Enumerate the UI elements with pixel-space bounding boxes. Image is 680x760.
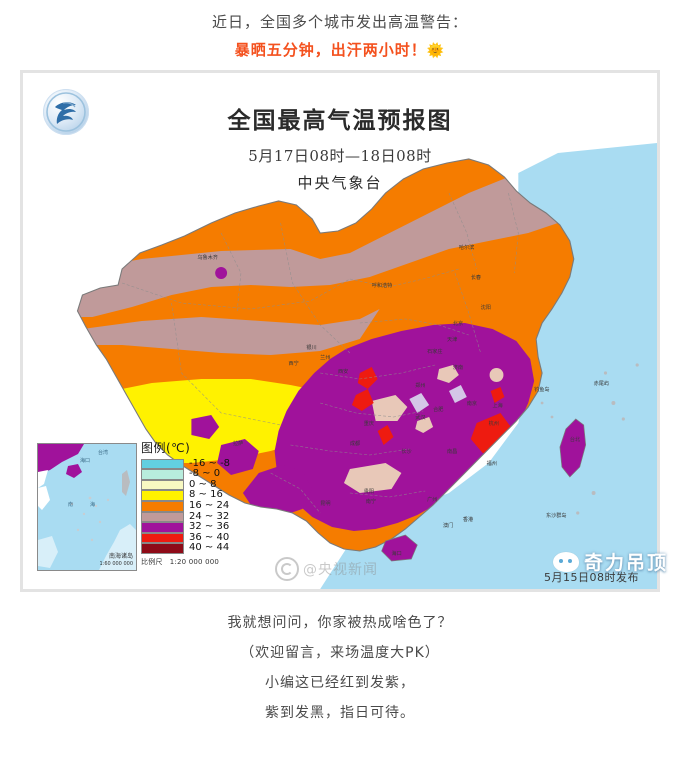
svg-text:拉萨: 拉萨 bbox=[233, 439, 243, 447]
header-line-2-text: 暴晒五分钟，出汗两小时！ bbox=[234, 41, 427, 59]
svg-text:台北: 台北 bbox=[570, 435, 581, 443]
legend-label: 8 ~ 16 bbox=[189, 489, 223, 501]
svg-text:福州: 福州 bbox=[487, 459, 497, 467]
legend-row: 16 ~ 24 bbox=[141, 500, 230, 512]
svg-text:海口: 海口 bbox=[392, 549, 402, 557]
svg-text:东沙群岛: 东沙群岛 bbox=[546, 511, 567, 519]
svg-text:长春: 长春 bbox=[471, 273, 481, 281]
sun-icon: 🌞 bbox=[426, 43, 446, 59]
legend-label: 32 ~ 36 bbox=[189, 521, 230, 533]
legend-row: -16 ~ -8 bbox=[141, 457, 231, 470]
legend-swatch bbox=[141, 469, 184, 480]
legend-swatch bbox=[141, 458, 184, 470]
svg-text:海口: 海口 bbox=[80, 457, 90, 464]
footer-line: 小编这已经红到发紫， bbox=[265, 675, 415, 691]
inset-map-label: 南海诸岛 bbox=[108, 553, 133, 560]
svg-text:郑州: 郑州 bbox=[415, 381, 425, 389]
svg-text:贵阳: 贵阳 bbox=[364, 487, 374, 495]
map-publish-date: 5月15日08时发布 bbox=[544, 571, 639, 584]
legend-label: -8 ~ 0 bbox=[189, 468, 221, 480]
legend-row: 32 ~ 36 bbox=[141, 522, 230, 533]
legend-row: 40 ~ 44 bbox=[141, 543, 230, 554]
legend-rows: -16 ~ -8 -8 ~ 0 0 ~ 8 8 ~ 16 16 ~ 24 24 … bbox=[141, 457, 231, 554]
legend-label: 36 ~ 40 bbox=[189, 531, 230, 543]
svg-text:海: 海 bbox=[90, 501, 95, 508]
footer-caption: 我就想问问，你家被热成啥色了？ （欢迎留言，来场温度大PK） 小编这已经红到发紫… bbox=[0, 608, 680, 728]
header-line-2: 暴晒五分钟，出汗两小时！🌞 bbox=[0, 37, 680, 64]
svg-text:西宁: 西宁 bbox=[288, 359, 298, 367]
svg-text:南昌: 南昌 bbox=[447, 447, 457, 455]
svg-text:澳门: 澳门 bbox=[443, 521, 453, 529]
svg-text:银川: 银川 bbox=[306, 343, 316, 351]
brand-watermark: 奇力吊顶 bbox=[553, 548, 668, 575]
legend-scale: 比例尺 1:20 000 000 bbox=[141, 558, 220, 566]
south-china-sea-inset-map[interactable]: 海口 台湾 南 海 南海诸岛 1:60 000 000 bbox=[37, 443, 137, 571]
legend-label: 24 ~ 32 bbox=[189, 510, 230, 522]
legend-swatch bbox=[141, 490, 184, 502]
legend-swatch bbox=[141, 501, 184, 512]
svg-text:重庆: 重庆 bbox=[364, 419, 374, 427]
legend-label: 40 ~ 44 bbox=[189, 542, 230, 554]
svg-text:济南: 济南 bbox=[453, 363, 463, 371]
svg-text:广州: 广州 bbox=[427, 495, 437, 503]
svg-text:昆明: 昆明 bbox=[320, 500, 330, 507]
svg-text:天津: 天津 bbox=[447, 336, 457, 343]
weibo-logo-icon bbox=[275, 557, 299, 581]
cma-dragon-logo bbox=[43, 89, 89, 135]
legend-swatch bbox=[141, 522, 184, 533]
legend-row: 0 ~ 8 bbox=[141, 478, 230, 491]
footer-line: （欢迎留言，来场温度大PK） bbox=[240, 645, 440, 661]
svg-text:沈阳: 沈阳 bbox=[481, 303, 491, 311]
svg-text:南京: 南京 bbox=[467, 399, 477, 407]
svg-text:合肥: 合肥 bbox=[433, 405, 443, 413]
svg-text:兰州: 兰州 bbox=[320, 353, 330, 361]
legend-label: 16 ~ 24 bbox=[189, 500, 230, 512]
svg-text:北京: 北京 bbox=[453, 319, 463, 327]
weibo-watermark: @央视新闻 bbox=[275, 557, 378, 581]
legend: 图例(℃) -16 ~ -8 -8 ~ 0 0 ~ 8 8 ~ 16 16 ~ … bbox=[141, 439, 230, 567]
svg-text:乌鲁木齐: 乌鲁木齐 bbox=[197, 253, 218, 261]
brand-watermark-text: 奇力吊顶 bbox=[584, 552, 669, 574]
temperature-forecast-map[interactable]: 乌鲁木齐 拉萨 西安 呼和浩特 哈尔滨 长春 沈阳 北京 天津 石家庄 济南 郑… bbox=[20, 70, 660, 592]
svg-text:香港: 香港 bbox=[463, 515, 474, 523]
legend-label: -16 ~ -8 bbox=[189, 457, 231, 469]
svg-text:石家庄: 石家庄 bbox=[427, 347, 442, 355]
legend-swatch bbox=[141, 543, 184, 554]
svg-text:南宁: 南宁 bbox=[366, 497, 376, 505]
svg-text:长沙: 长沙 bbox=[401, 447, 411, 455]
legend-title: 图例(℃) bbox=[141, 440, 191, 455]
svg-text:南: 南 bbox=[68, 501, 73, 508]
chat-bubble-icon bbox=[553, 551, 579, 572]
legend-row: 8 ~ 16 bbox=[141, 489, 230, 502]
footer-line: 我就想问问，你家被热成啥色了？ bbox=[227, 615, 453, 631]
legend-row: 36 ~ 40 bbox=[141, 531, 230, 544]
svg-text:台湾: 台湾 bbox=[98, 449, 108, 456]
legend-label: 0 ~ 8 bbox=[189, 478, 217, 490]
svg-text:西安: 西安 bbox=[338, 367, 348, 375]
svg-text:武汉: 武汉 bbox=[415, 413, 425, 421]
header-line-1: 近日，全国多个城市发出高温警告： bbox=[211, 13, 468, 31]
legend-swatch bbox=[141, 511, 184, 523]
svg-text:成都: 成都 bbox=[350, 439, 360, 447]
inset-map-scale: 1:60 000 000 bbox=[99, 561, 134, 567]
svg-text:呼和浩特: 呼和浩特 bbox=[372, 281, 393, 289]
svg-text:杭州: 杭州 bbox=[489, 419, 499, 427]
legend-row: -8 ~ 0 bbox=[141, 469, 230, 480]
svg-text:哈尔滨: 哈尔滨 bbox=[459, 243, 474, 251]
map-canvas: 乌鲁木齐 拉萨 西安 呼和浩特 哈尔滨 长春 沈阳 北京 天津 石家庄 济南 郑… bbox=[23, 73, 657, 589]
svg-text:上海: 上海 bbox=[493, 401, 503, 409]
weibo-handle: @央视新闻 bbox=[303, 562, 378, 578]
legend-swatch bbox=[141, 532, 184, 544]
header-caption: 近日，全国多个城市发出高温警告： 暴晒五分钟，出汗两小时！🌞 bbox=[0, 0, 680, 64]
legend-swatch bbox=[141, 479, 184, 491]
legend-row: 24 ~ 32 bbox=[141, 510, 230, 523]
svg-text:钓鱼岛: 钓鱼岛 bbox=[534, 385, 549, 393]
svg-text:赤尾屿: 赤尾屿 bbox=[594, 379, 609, 387]
footer-line: 紫到发黑，指日可待。 bbox=[265, 705, 415, 721]
